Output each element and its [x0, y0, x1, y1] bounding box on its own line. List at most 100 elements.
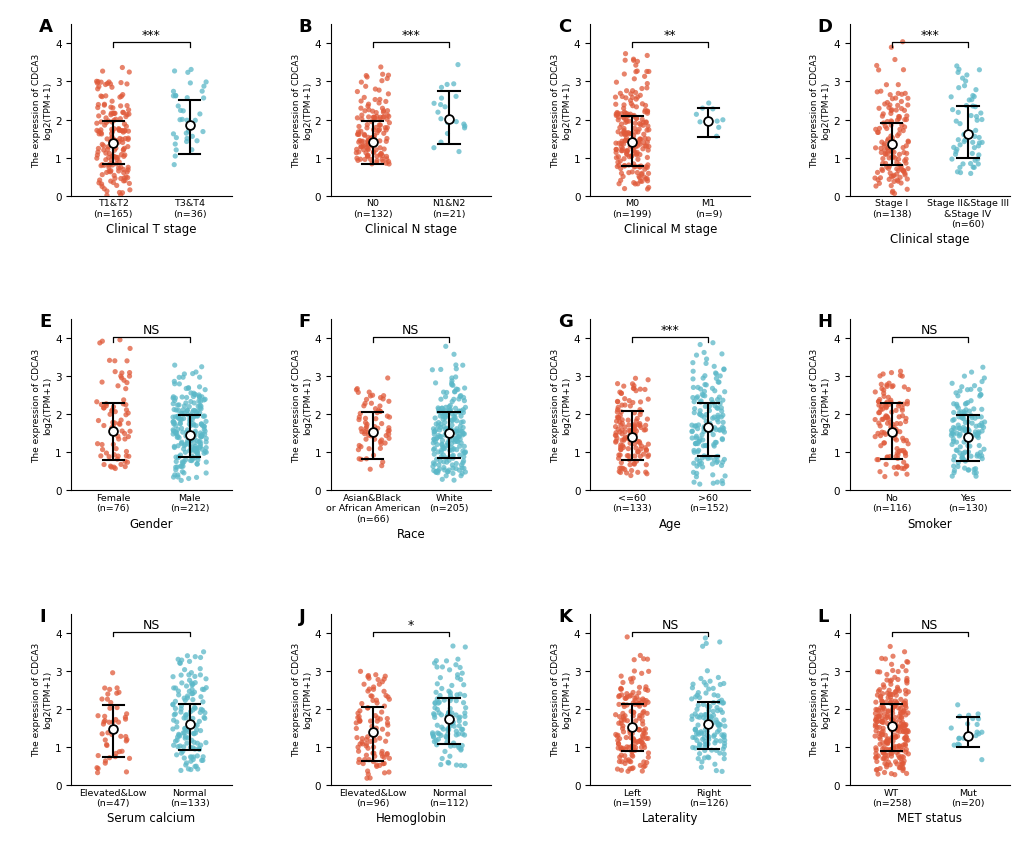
- Point: [181, 444, 198, 457]
- Point: [608, 762, 625, 776]
- Point: [174, 465, 191, 479]
- Point: [968, 450, 984, 463]
- Point: [425, 729, 441, 743]
- Point: [873, 696, 890, 710]
- Point: [612, 688, 629, 701]
- Point: [450, 425, 467, 438]
- Point: [97, 733, 113, 747]
- Point: [635, 727, 651, 740]
- Point: [694, 372, 710, 386]
- Point: [433, 439, 449, 452]
- Point: [874, 117, 891, 131]
- Point: [347, 722, 364, 735]
- Point: [609, 156, 626, 170]
- Point: [875, 470, 892, 484]
- Point: [105, 416, 121, 430]
- Point: [167, 89, 183, 103]
- Point: [638, 116, 654, 130]
- Point: [611, 462, 628, 475]
- Point: [869, 704, 886, 717]
- Point: [872, 85, 889, 99]
- Point: [189, 443, 205, 457]
- Point: [684, 741, 700, 755]
- Point: [619, 687, 635, 701]
- Point: [714, 409, 731, 423]
- Point: [371, 124, 387, 138]
- Point: [899, 706, 915, 720]
- Point: [350, 126, 366, 139]
- Point: [625, 130, 641, 143]
- Point: [364, 158, 380, 171]
- Point: [629, 166, 645, 180]
- Point: [440, 463, 457, 477]
- Point: [897, 738, 913, 752]
- Point: [954, 424, 970, 437]
- Point: [716, 720, 733, 733]
- Point: [175, 412, 192, 425]
- Point: [711, 398, 728, 411]
- Point: [190, 400, 206, 414]
- Point: [175, 467, 192, 480]
- Point: [606, 429, 623, 442]
- Point: [365, 755, 381, 768]
- Point: [618, 127, 634, 140]
- Point: [182, 717, 199, 731]
- Point: [182, 63, 199, 77]
- Point: [881, 758, 898, 771]
- Point: [118, 403, 135, 417]
- Point: [628, 148, 644, 161]
- Point: [955, 128, 971, 142]
- Point: [697, 400, 713, 414]
- Point: [957, 100, 973, 113]
- Point: [190, 737, 206, 750]
- Point: [952, 406, 968, 419]
- Point: [626, 73, 642, 86]
- Point: [615, 153, 632, 166]
- Point: [95, 65, 111, 78]
- Point: [627, 737, 643, 750]
- Point: [892, 160, 908, 174]
- Point: [179, 435, 196, 448]
- Point: [712, 411, 729, 425]
- Point: [182, 741, 199, 755]
- Point: [955, 732, 971, 745]
- Point: [633, 440, 649, 453]
- Point: [626, 457, 642, 471]
- Point: [897, 446, 913, 460]
- Point: [165, 425, 181, 438]
- Point: [93, 450, 109, 463]
- Point: [610, 415, 627, 429]
- Point: [365, 747, 381, 760]
- Point: [378, 124, 394, 138]
- Point: [951, 441, 967, 454]
- Point: [615, 749, 632, 763]
- Point: [186, 670, 203, 684]
- Point: [107, 405, 123, 419]
- Point: [432, 418, 448, 431]
- Point: [426, 657, 442, 670]
- Point: [632, 421, 648, 435]
- Point: [364, 136, 380, 149]
- Point: [102, 701, 118, 715]
- Point: [450, 711, 467, 725]
- Point: [361, 138, 377, 152]
- Point: [198, 681, 214, 695]
- Point: [428, 734, 444, 748]
- Point: [380, 421, 396, 435]
- Point: [372, 712, 388, 726]
- Point: [91, 110, 107, 123]
- Point: [695, 676, 711, 690]
- Point: [955, 421, 971, 435]
- Point: [694, 389, 710, 403]
- Point: [178, 708, 195, 722]
- Point: [884, 146, 901, 160]
- Point: [181, 717, 198, 731]
- Point: [89, 124, 105, 138]
- Point: [896, 167, 912, 181]
- Point: [688, 349, 704, 362]
- Point: [174, 426, 191, 440]
- Point: [875, 138, 892, 151]
- Point: [117, 382, 133, 396]
- Point: [636, 741, 652, 755]
- Point: [950, 407, 966, 420]
